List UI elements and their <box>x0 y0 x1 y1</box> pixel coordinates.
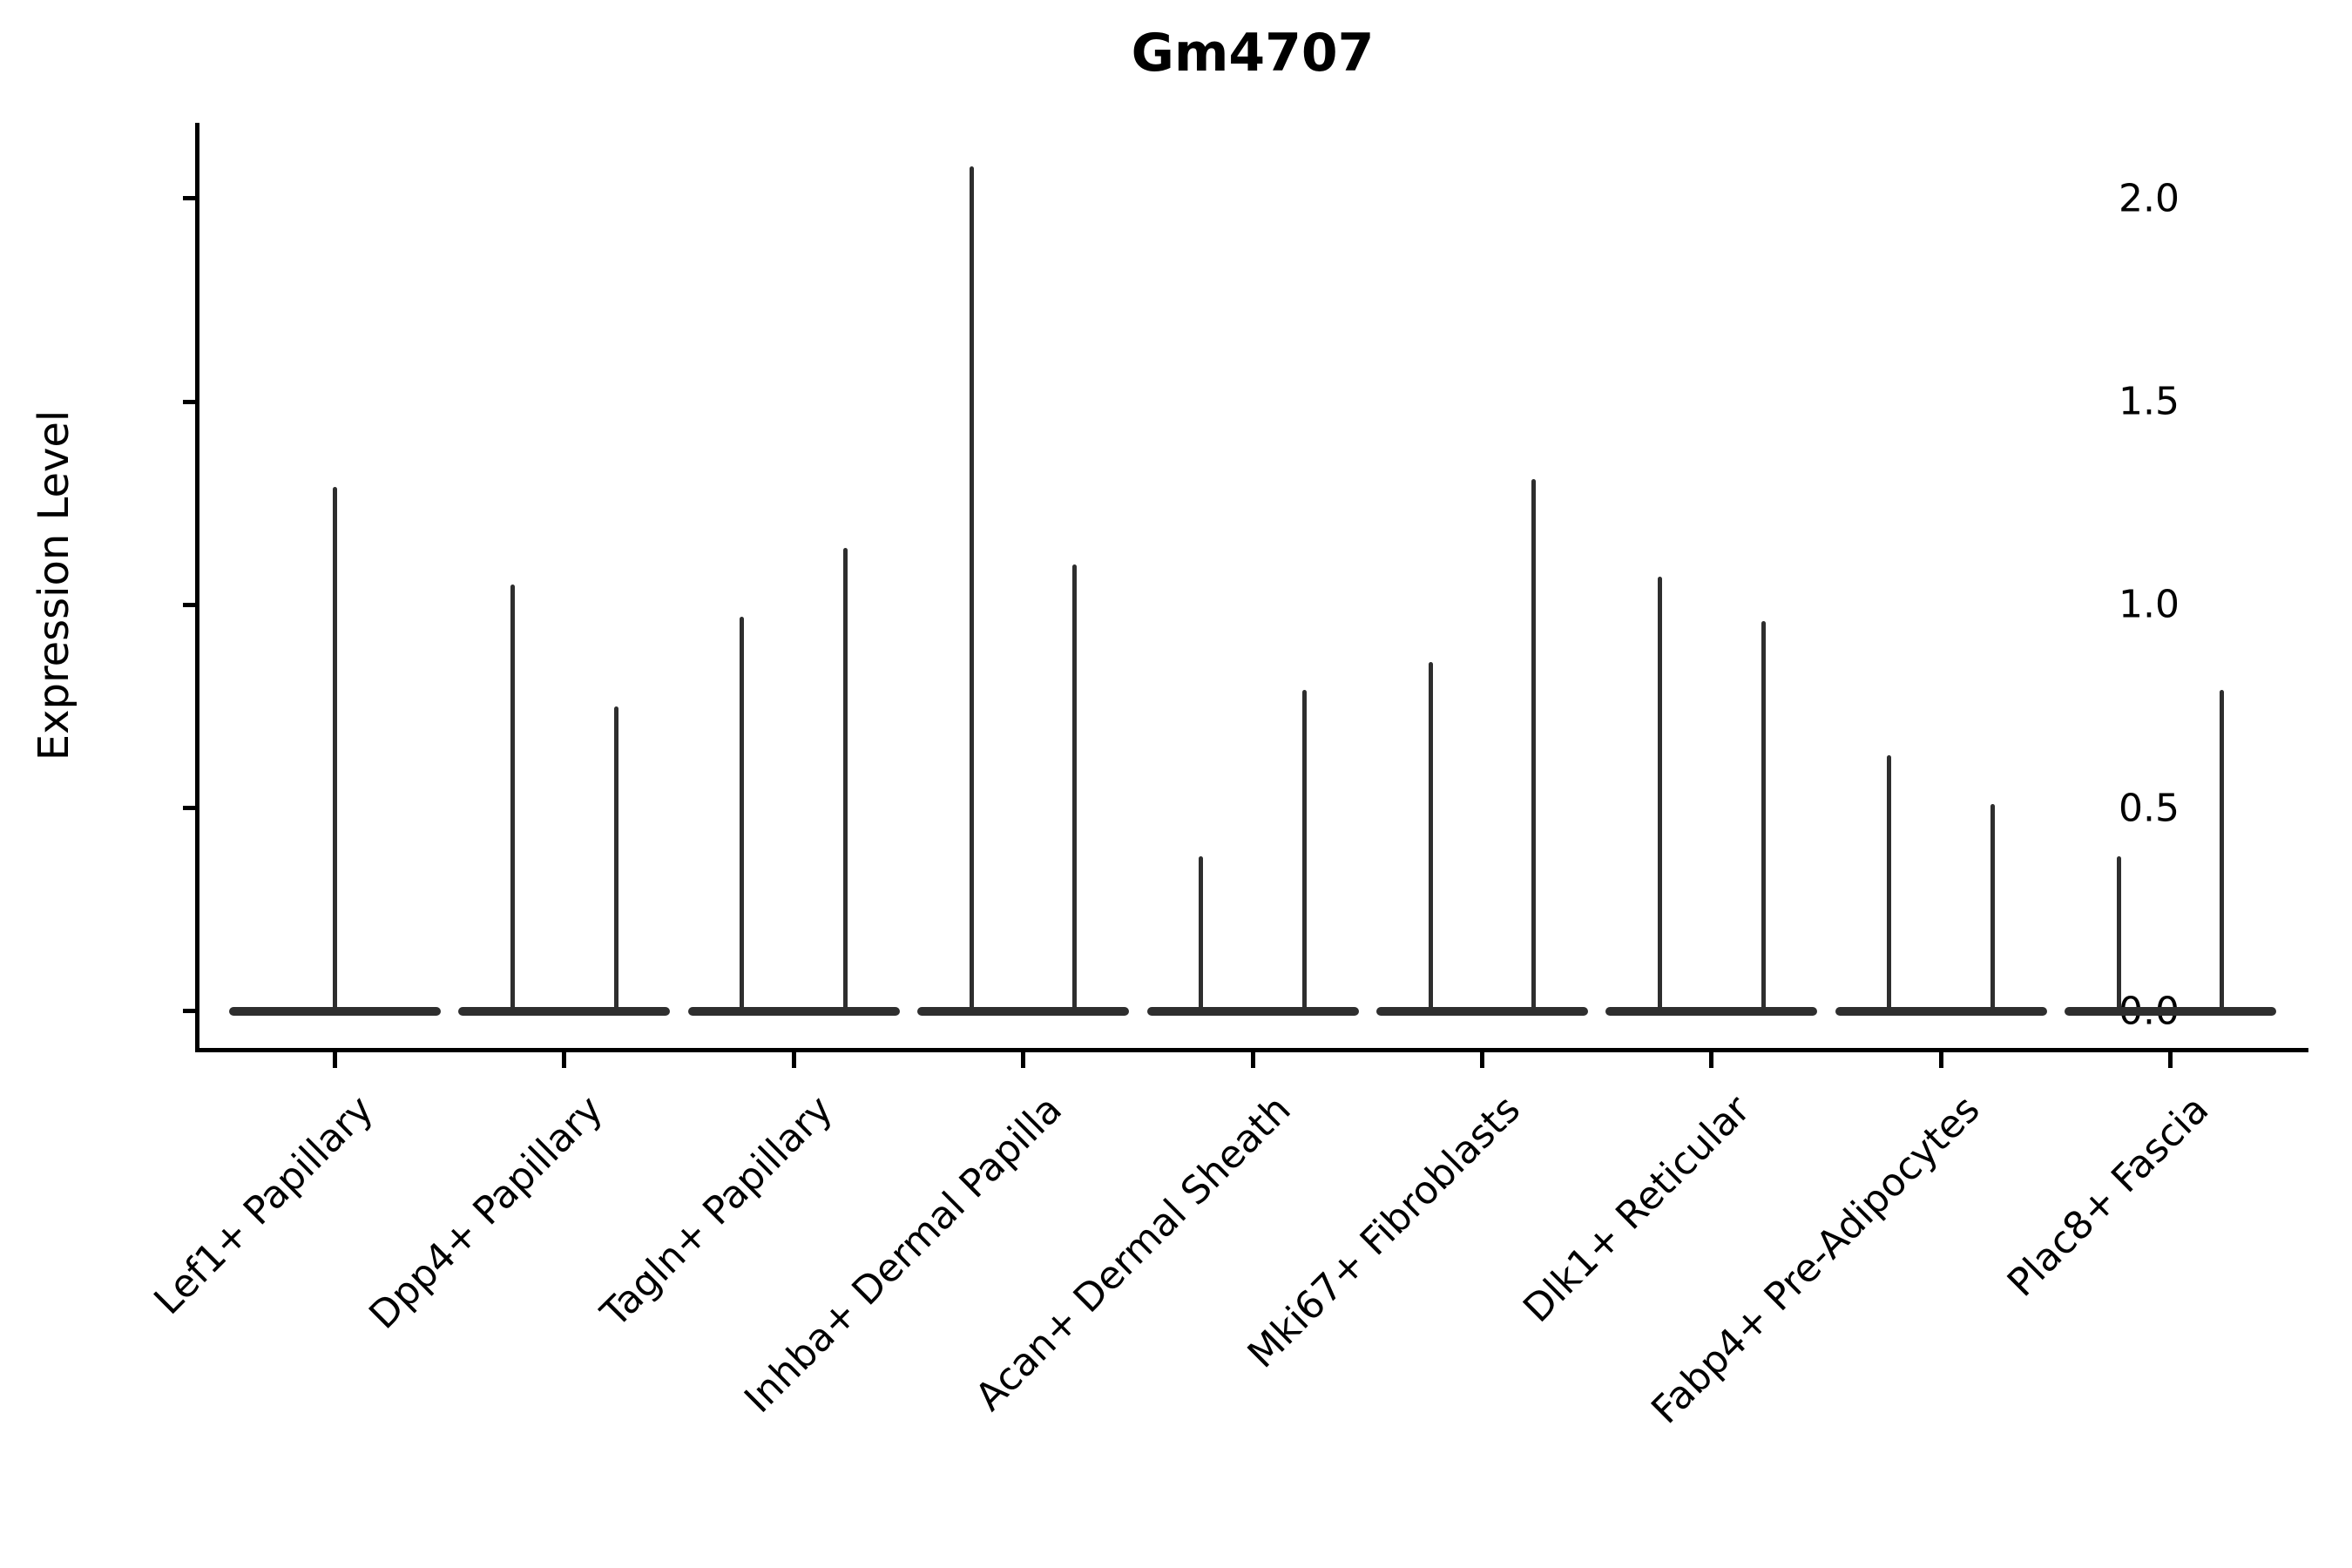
y-tick-label: 2.0 <box>2119 176 2180 221</box>
x-tick <box>332 1052 337 1068</box>
x-tick-label: Dpp4+ Papillary <box>361 1087 612 1338</box>
y-axis-spine <box>195 123 199 1052</box>
y-tick-label: 1.0 <box>2119 582 2180 627</box>
chart-title: Gm4707 <box>1131 23 1375 84</box>
y-tick <box>183 1009 195 1014</box>
x-tick-label: Dlk1+ Reticular <box>1514 1087 1759 1331</box>
violin-body <box>2065 1006 2277 1016</box>
x-tick <box>791 1052 796 1068</box>
y-tick <box>183 602 195 607</box>
violin-body <box>1375 1006 1588 1016</box>
violin-spike <box>740 617 745 1011</box>
x-tick-label: Plac8+ Fascia <box>1999 1087 2218 1306</box>
violin-spike <box>1887 754 1892 1011</box>
x-axis-spine <box>195 1048 2308 1052</box>
y-tick <box>183 399 195 404</box>
y-axis-label: Expression Level <box>30 409 78 761</box>
violin-spike <box>1658 576 1662 1011</box>
x-tick-label: Tagln+ Papillary <box>591 1087 841 1336</box>
x-tick <box>1250 1052 1255 1068</box>
x-tick <box>562 1052 567 1068</box>
violin-spike <box>332 487 337 1011</box>
x-tick <box>1021 1052 1026 1068</box>
violin-spike <box>1428 661 1433 1011</box>
violin-spike <box>969 166 974 1011</box>
violin-spike <box>1990 803 1995 1011</box>
violin-spike <box>2116 856 2121 1011</box>
violin-spike <box>510 584 515 1011</box>
violin-body <box>917 1006 1130 1016</box>
y-tick-label: 1.5 <box>2119 379 2180 424</box>
violin-body <box>228 1006 441 1016</box>
violin-spike <box>843 548 848 1011</box>
violin-spike <box>1301 690 1307 1011</box>
violin-spike <box>1072 564 1078 1011</box>
x-tick <box>1938 1052 1943 1068</box>
violin-body <box>458 1006 671 1016</box>
violin-spike <box>1761 620 1766 1011</box>
x-tick <box>2168 1052 2173 1068</box>
violin-body <box>687 1006 900 1016</box>
violin-body <box>1605 1006 1818 1016</box>
violin-spike <box>2220 690 2225 1011</box>
y-tick-label: 0.5 <box>2119 786 2180 830</box>
violin-body <box>1146 1006 1359 1016</box>
y-tick <box>183 196 195 201</box>
violin-spike <box>1531 478 1537 1011</box>
x-tick <box>1479 1052 1484 1068</box>
violin-spike <box>613 706 618 1011</box>
x-tick-label: Lef1+ Papillary <box>145 1087 382 1324</box>
x-tick <box>1709 1052 1714 1068</box>
violin-body <box>1835 1006 2047 1016</box>
y-tick <box>183 806 195 810</box>
violin-spike <box>1199 856 1204 1011</box>
